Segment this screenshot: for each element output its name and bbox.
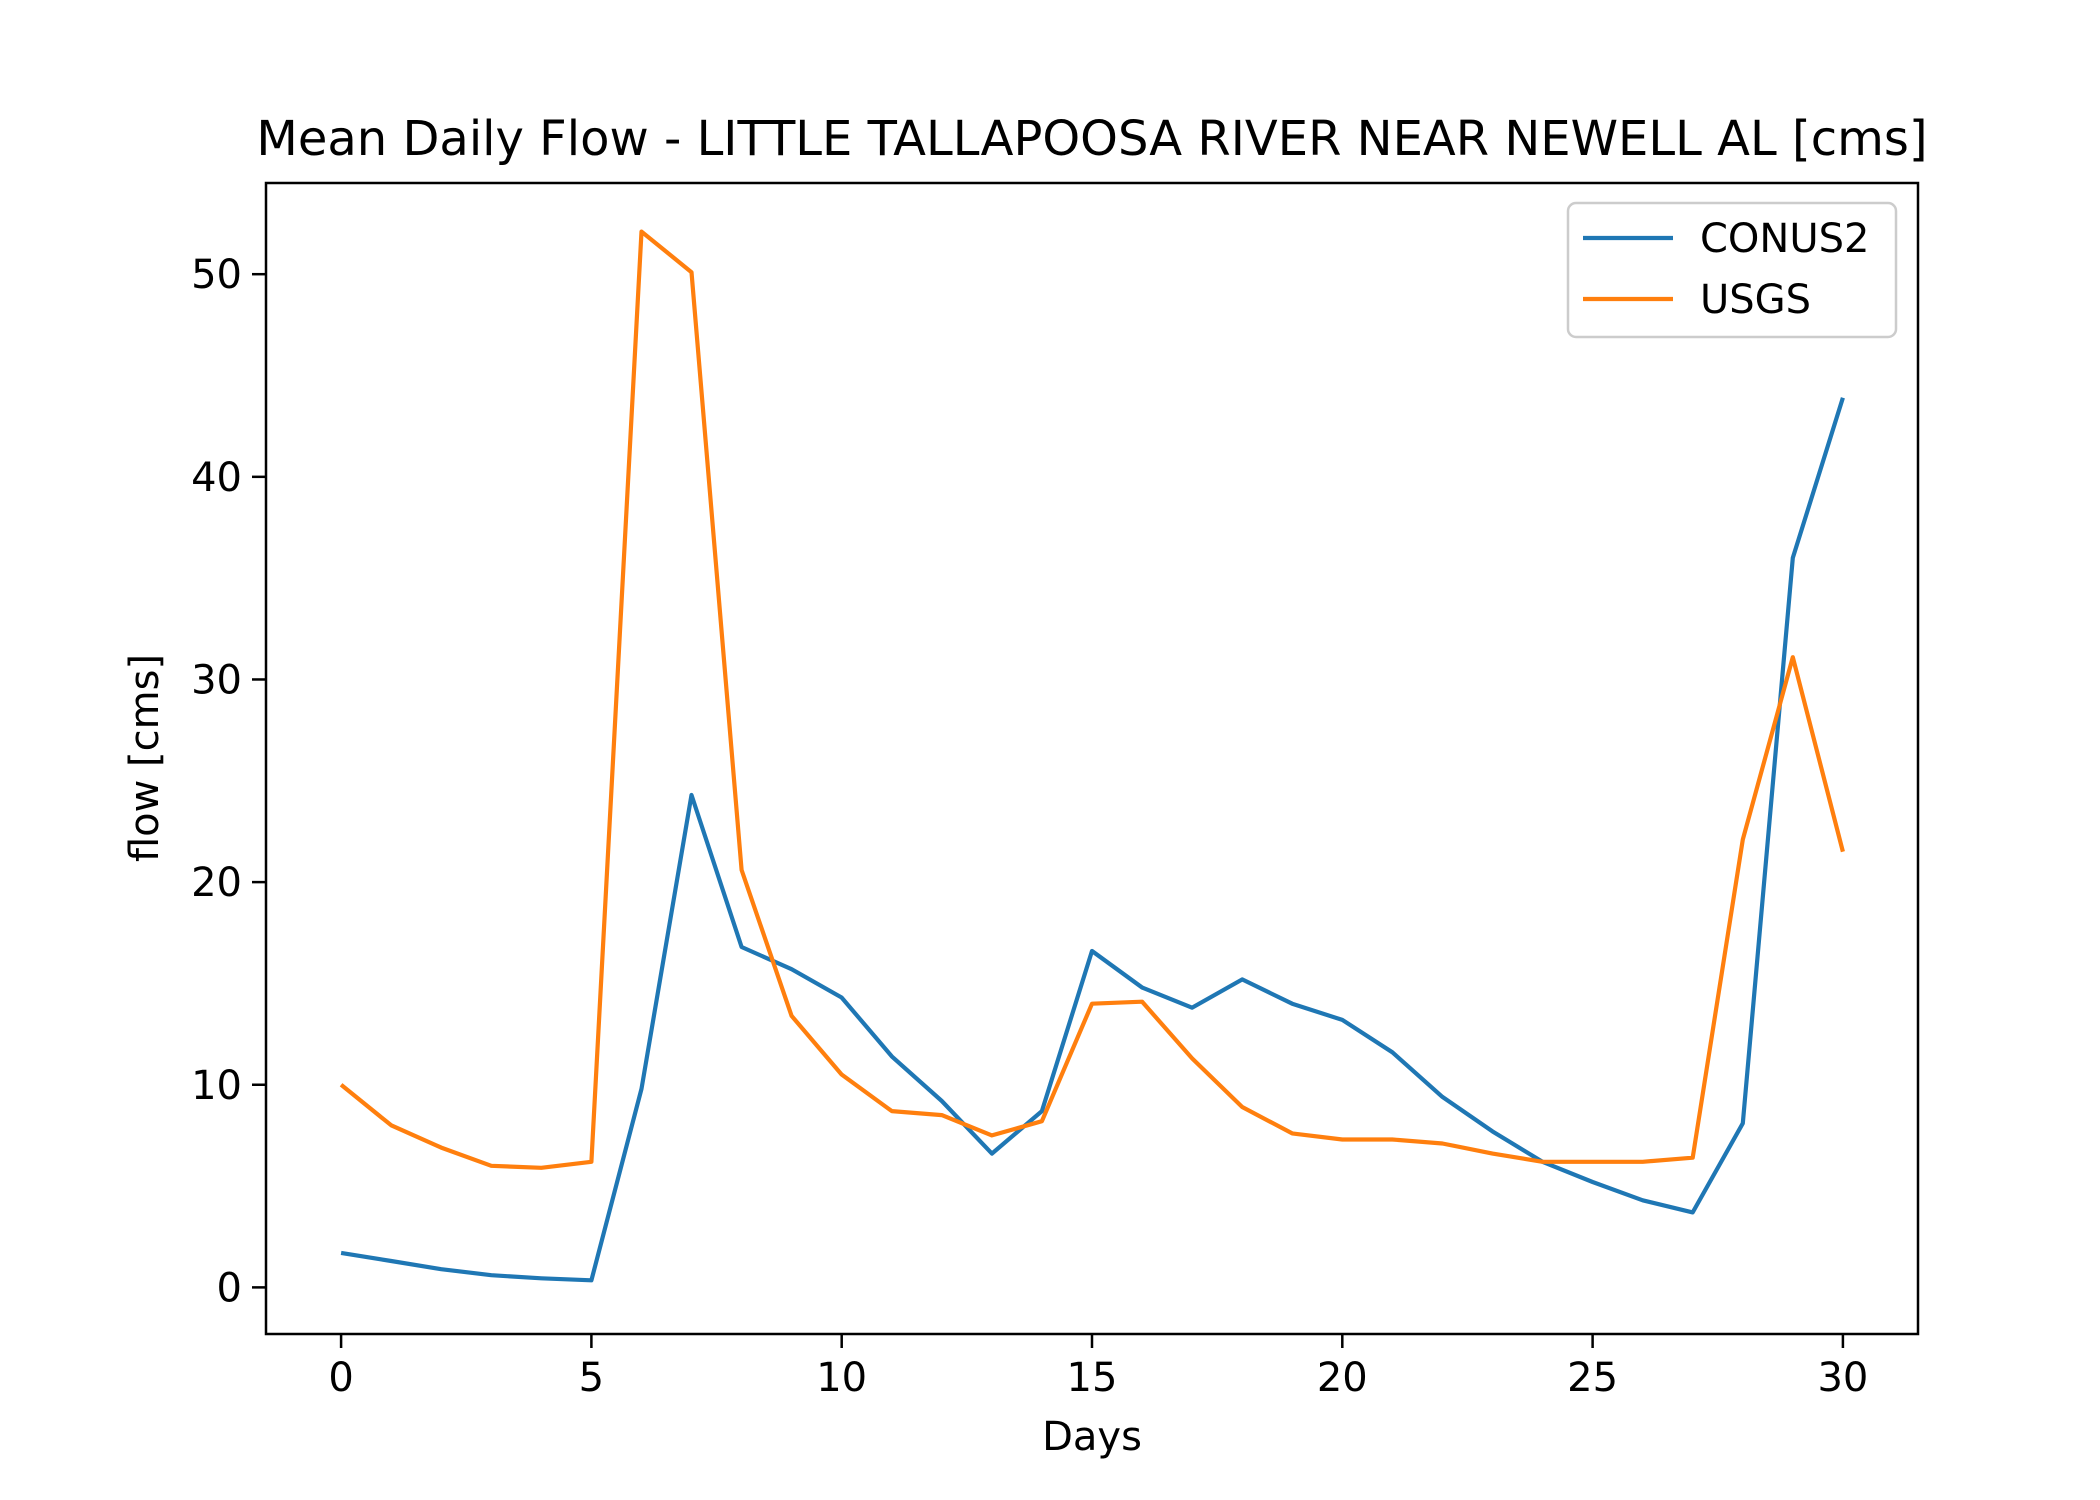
y-tick-label: 30 <box>191 657 242 703</box>
legend-label-conus2: CONUS2 <box>1700 216 1869 262</box>
y-tick-label: 40 <box>191 455 242 501</box>
y-tick-label: 50 <box>191 252 242 298</box>
y-tick-label: 0 <box>217 1265 242 1311</box>
x-tick-label: 10 <box>816 1355 867 1401</box>
x-tick-label: 0 <box>328 1355 353 1401</box>
legend-label-usgs: USGS <box>1700 277 1811 323</box>
x-tick-label: 30 <box>1817 1355 1868 1401</box>
y-tick-label: 10 <box>191 1063 242 1109</box>
x-axis-label: Days <box>1042 1414 1142 1460</box>
x-tick-label: 20 <box>1317 1355 1368 1401</box>
series-line-conus2 <box>340 397 1845 1283</box>
x-tick-label: 15 <box>1067 1355 1118 1401</box>
legend: CONUS2 USGS <box>1566 201 1898 339</box>
series-line-usgs <box>339 229 1845 1170</box>
x-tick-label: 5 <box>579 1355 604 1401</box>
chart-title: Mean Daily Flow - LITTLE TALLAPOOSA RIVE… <box>256 111 1927 167</box>
y-axis-ticks: 0 10 20 30 40 50 <box>191 252 266 1311</box>
y-tick-label: 20 <box>191 860 242 906</box>
plot-lines <box>339 229 1845 1283</box>
y-axis-label: flow [cms] <box>122 654 168 862</box>
x-tick-label: 25 <box>1567 1355 1618 1401</box>
x-axis-ticks: 0 5 10 15 20 25 30 <box>328 1334 1868 1401</box>
